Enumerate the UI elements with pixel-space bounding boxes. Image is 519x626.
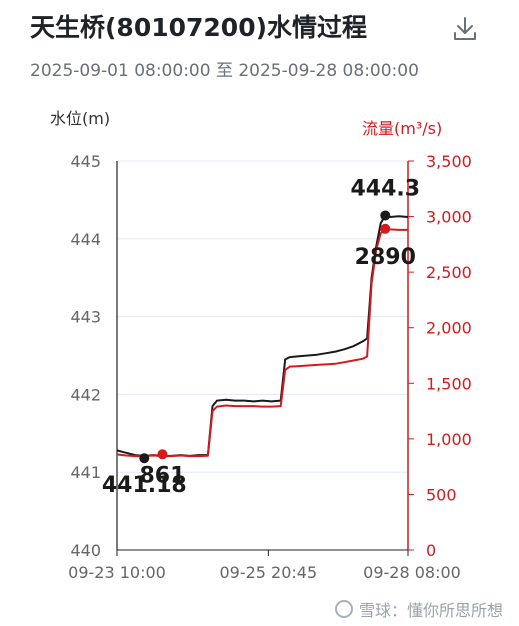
watermark: 雪球：懂你所思所想 [335, 597, 503, 621]
flow-marker-point [380, 223, 391, 234]
right-tick-label: 1,500 [426, 374, 472, 393]
right-tick-label: 3,500 [426, 152, 472, 171]
right-tick-label: 0 [426, 541, 436, 560]
left-tick-label: 443 [70, 308, 101, 327]
right-tick-label: 500 [426, 485, 457, 504]
download-button[interactable] [451, 14, 479, 44]
x-tick-label: 09-25 20:45 [219, 563, 317, 582]
right-tick-label: 3,000 [426, 208, 472, 227]
x-tick-label: 09-23 10:00 [68, 563, 166, 582]
left-tick-label: 442 [70, 385, 101, 404]
download-icon [454, 17, 476, 40]
level-data-label: 441.18 [102, 473, 187, 498]
level-data-label: 444.3 [350, 176, 420, 201]
level-marker-point [380, 210, 391, 221]
flow-data-label: 861 [140, 463, 186, 488]
right-axis-title: 流量(m³/s) [362, 119, 442, 138]
left-axis-title: 水位(m) [50, 109, 110, 128]
chart-title: 天生桥(80107200)水情过程 [30, 13, 368, 42]
left-tick-label: 440 [70, 541, 101, 560]
flow-marker-point [157, 449, 168, 460]
left-tick-label: 441 [70, 463, 101, 482]
snowball-logo-icon [335, 600, 353, 618]
level-marker-point [139, 453, 150, 464]
flow-data-label: 2890 [355, 245, 416, 270]
flow-line [116, 227, 408, 458]
right-tick-label: 2,500 [426, 263, 472, 282]
date-range: 2025-09-01 08:00:00 至 2025-09-28 08:00:0… [30, 61, 419, 81]
right-tick-label: 1,000 [426, 430, 472, 449]
left-tick-label: 444 [70, 230, 101, 249]
left-tick-label: 445 [70, 152, 101, 171]
watermark-text: 雪球：懂你所思所想 [359, 601, 504, 620]
right-tick-label: 2,000 [426, 319, 472, 338]
x-tick-label: 09-28 08:00 [363, 563, 461, 582]
chart-card [6, 4, 492, 616]
